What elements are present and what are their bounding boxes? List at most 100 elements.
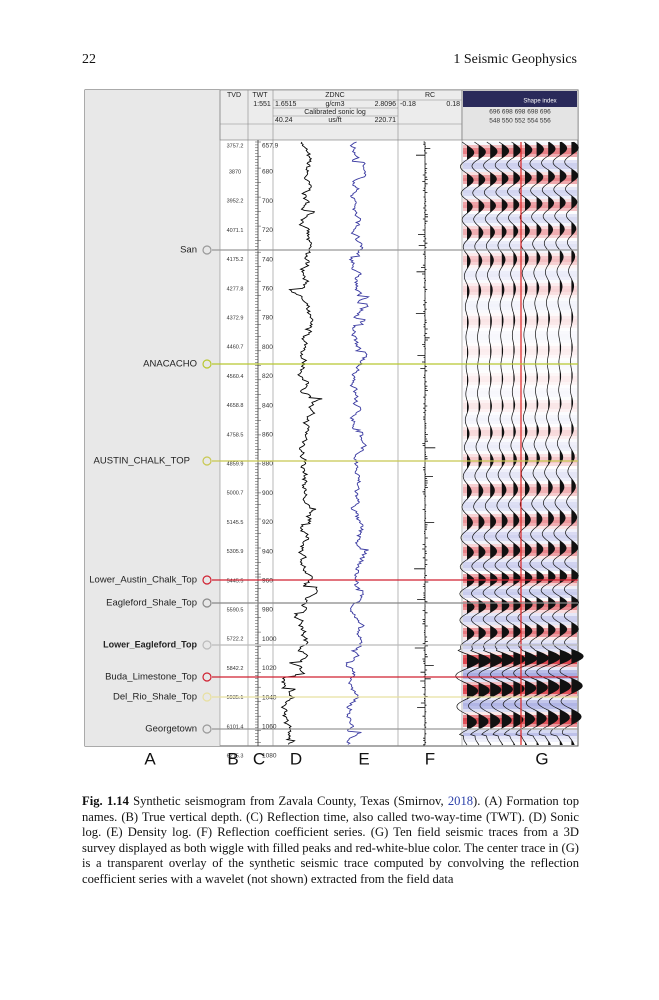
twt-label: 800 — [262, 344, 273, 351]
tvd-label: 6215.3 — [227, 753, 244, 759]
seismic-color — [463, 145, 577, 148]
column-header: g/cm3 — [325, 101, 344, 108]
seismic-color — [463, 319, 577, 322]
seismic-color — [463, 268, 577, 271]
seismic-color — [463, 286, 577, 289]
seismic-color — [463, 160, 577, 163]
wiggle-fill — [559, 142, 572, 745]
seismic-color — [463, 346, 577, 349]
tvd-label: 5305.9 — [227, 549, 244, 555]
sonic-log — [280, 141, 323, 745]
seismic-color — [463, 178, 577, 181]
panel-letter: E — [358, 749, 369, 768]
seismic-color — [463, 196, 577, 199]
density-log — [345, 141, 370, 745]
seismic-color — [463, 703, 577, 706]
seismic-color — [463, 622, 577, 625]
tvd-label: 4460.7 — [227, 345, 244, 351]
seismic-color — [463, 436, 577, 439]
seismic-color — [463, 490, 577, 493]
seismic-color — [463, 478, 577, 481]
seismic-color — [463, 724, 577, 727]
seismic-color — [463, 403, 577, 406]
seismic-color — [463, 193, 577, 196]
trace-numbers: 548 550 552 554 556 — [489, 118, 551, 125]
tvd-label: 3952.2 — [227, 199, 244, 205]
seismic-color — [463, 241, 577, 244]
tvd-label: 3870 — [229, 169, 241, 175]
seismic-colorbar — [463, 91, 577, 107]
wiggle-fill — [490, 142, 502, 745]
seismic-color — [463, 592, 577, 595]
panel-letter: G — [535, 749, 548, 768]
column-header: -0.18 — [400, 101, 416, 108]
column-header: ZDNC — [325, 92, 344, 99]
seismic-color — [463, 352, 577, 355]
twt-label: 860 — [262, 432, 273, 439]
seismic-color — [463, 670, 577, 673]
seismic-header: Shape index — [523, 99, 556, 105]
seismic-color — [463, 463, 577, 466]
tvd-label: 5000.7 — [227, 491, 244, 497]
twt-label: 1020 — [262, 665, 277, 672]
seismic-color — [463, 316, 577, 319]
seismic-color — [463, 247, 577, 250]
running-title: 1 Seismic Geophysics — [453, 52, 577, 67]
tvd-label: 4859.9 — [227, 461, 244, 467]
seismic-color — [463, 208, 577, 211]
wiggle-fill — [536, 142, 549, 745]
column-header: RC — [425, 92, 435, 99]
wiggle-fill — [548, 142, 560, 745]
seismic-color — [463, 514, 577, 517]
tvd-label: 4372.9 — [227, 315, 244, 321]
seismic-color — [463, 331, 577, 334]
seismic-color — [463, 421, 577, 424]
tvd-label: 5445.5 — [227, 578, 244, 584]
seismic-color — [463, 400, 577, 403]
seismic-color — [463, 652, 577, 655]
tvd-label: 4658.8 — [227, 403, 244, 409]
column-header: TWT — [252, 92, 268, 99]
column-dividers — [219, 90, 463, 746]
seismic-color — [463, 385, 577, 388]
twt-label: 940 — [262, 548, 273, 555]
seismic-color — [463, 163, 577, 166]
wiggle-fill — [525, 142, 537, 745]
seismic-color — [463, 547, 577, 550]
seismic-color — [463, 301, 577, 304]
column-header: Calibrated sonic log — [304, 109, 366, 116]
citation-link[interactable]: 2018 — [447, 794, 474, 808]
seismic-color — [463, 265, 577, 268]
seismic-color — [463, 541, 577, 544]
twt-label: 760 — [262, 286, 273, 293]
seismic-color — [463, 277, 577, 280]
seismic-color — [463, 388, 577, 391]
seismic-color — [463, 562, 577, 565]
seismic-color — [463, 682, 577, 685]
formation-marker — [202, 672, 212, 682]
twt-label: 960 — [262, 578, 273, 585]
formation-marker — [202, 598, 212, 608]
seismic-color — [463, 232, 577, 235]
tvd-label: 5722.2 — [227, 637, 244, 643]
seismic-color — [463, 391, 577, 394]
figure: TVD TWT ZDNC RC 1:551 1.6515 g/cm3 2.8096 -0.18 0… — [84, 89, 584, 768]
seismic-color — [463, 445, 577, 448]
twt-label: 720 — [262, 227, 273, 234]
formation-marker — [202, 575, 212, 585]
seismic-color — [463, 619, 577, 622]
seismic-color — [463, 271, 577, 274]
seismic-color — [463, 532, 577, 535]
tvd-label: 4758.5 — [227, 432, 244, 438]
panel-letter: D — [290, 749, 302, 768]
seismic-color — [463, 706, 577, 709]
seismic-color — [463, 274, 577, 277]
tvd-label: 5590.5 — [227, 607, 244, 613]
seismic-color — [463, 610, 577, 613]
page-number: 22 — [82, 52, 96, 67]
formation-marker — [202, 245, 212, 255]
wiggle-fill — [571, 142, 584, 745]
seismic-color — [463, 229, 577, 232]
column-header: 1:551 — [253, 101, 271, 108]
